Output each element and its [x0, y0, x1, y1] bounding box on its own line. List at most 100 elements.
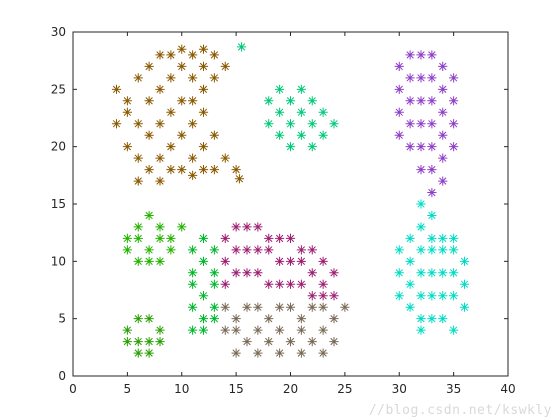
series-6: [188, 233, 219, 335]
data-point: [427, 187, 437, 198]
data-point: [264, 96, 274, 106]
data-point: [220, 61, 230, 71]
data-point: [296, 245, 306, 255]
data-point: [133, 256, 143, 266]
data-point: [438, 268, 448, 278]
data-point: [416, 291, 426, 301]
data-point: [220, 256, 230, 266]
data-point: [231, 348, 241, 358]
y-tick-label: 30: [51, 25, 66, 39]
data-point: [275, 302, 285, 312]
data-point: [275, 348, 285, 358]
data-point: [236, 42, 247, 52]
data-point: [405, 50, 415, 60]
data-point: [296, 107, 306, 117]
data-point: [285, 302, 296, 312]
data-point: [405, 73, 415, 83]
data-point: [166, 73, 176, 83]
data-point: [307, 245, 317, 255]
data-point: [275, 107, 285, 117]
x-tick-label: 0: [69, 382, 77, 396]
y-tick-label: 25: [51, 82, 66, 96]
data-point: [177, 44, 187, 54]
data-point: [188, 119, 198, 129]
data-point: [155, 50, 165, 60]
data-point: [155, 84, 165, 94]
data-point: [307, 142, 317, 152]
data-point: [416, 50, 426, 60]
data-point: [188, 73, 198, 83]
x-tick-label: 35: [446, 382, 461, 396]
data-point: [188, 279, 198, 289]
data-point: [449, 268, 459, 278]
data-point: [253, 302, 263, 312]
data-point: [438, 291, 448, 301]
data-point: [209, 279, 219, 289]
data-point: [155, 337, 165, 347]
data-point: [177, 61, 187, 71]
data-point: [188, 325, 198, 335]
data-point: [285, 142, 296, 152]
data-point: [438, 153, 448, 163]
data-point: [405, 256, 415, 266]
data-point: [220, 153, 230, 163]
data-point: [133, 348, 143, 358]
watermark-text: //blog.csdn.net/kswkly: [368, 403, 552, 418]
data-point: [405, 119, 415, 129]
data-point: [416, 199, 426, 209]
data-point: [416, 119, 426, 129]
series-3: [394, 50, 459, 198]
data-point: [231, 314, 241, 324]
data-point: [242, 268, 252, 278]
data-point: [198, 165, 209, 175]
data-point: [459, 279, 470, 289]
data-point: [209, 302, 219, 312]
data-point: [438, 84, 448, 94]
data-point: [275, 256, 285, 266]
x-tick-label: 25: [337, 382, 352, 396]
data-point: [133, 233, 143, 243]
data-point: [449, 245, 459, 255]
data-point: [307, 291, 317, 301]
data-point: [285, 337, 296, 347]
data-point: [231, 222, 241, 232]
data-point: [166, 233, 176, 243]
data-point: [231, 268, 241, 278]
data-point: [155, 176, 165, 186]
data-point: [188, 170, 198, 180]
data-point: [427, 96, 437, 106]
data-point: [416, 268, 426, 278]
data-point: [188, 153, 198, 163]
data-point: [122, 245, 132, 255]
series-1: [111, 44, 244, 186]
data-point: [307, 337, 317, 347]
data-point: [296, 325, 306, 335]
data-point: [144, 348, 154, 358]
data-point: [133, 153, 143, 163]
data-point: [188, 245, 198, 255]
data-point: [155, 325, 165, 335]
data-point: [133, 222, 143, 232]
data-point: [318, 256, 328, 266]
data-point: [111, 119, 122, 129]
data-point: [318, 348, 328, 358]
data-point: [264, 233, 274, 243]
data-point: [285, 279, 296, 289]
data-point: [427, 119, 437, 129]
data-point: [144, 210, 154, 221]
data-point: [427, 142, 437, 152]
data-point: [438, 176, 448, 186]
data-point: [155, 233, 165, 243]
data-point: [449, 119, 459, 129]
plot-background: [73, 32, 508, 376]
data-point: [209, 130, 219, 140]
data-point: [427, 165, 437, 175]
data-point: [416, 325, 426, 335]
data-point: [416, 96, 426, 106]
data-point: [318, 107, 328, 117]
points-layer: [111, 42, 470, 358]
data-point: [296, 279, 306, 289]
data-point: [133, 314, 143, 324]
data-point: [209, 314, 219, 324]
x-tick-label: 10: [174, 382, 189, 396]
